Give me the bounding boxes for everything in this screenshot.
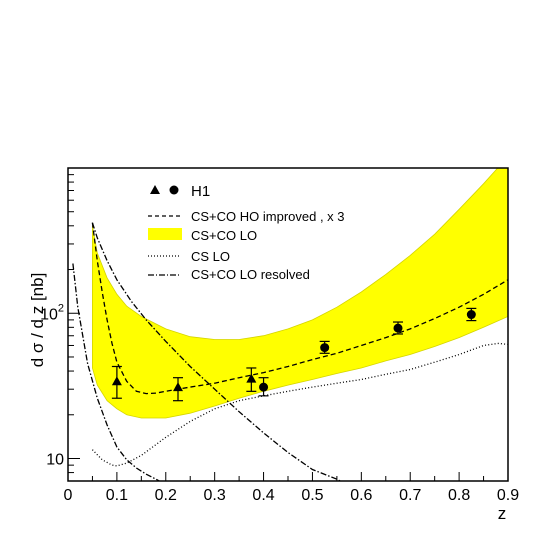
x-tick-label: 0.9 [497,487,519,504]
band-layer [92,168,508,419]
x-tick-label: 0.4 [252,487,274,504]
band-cs-co-lo [92,168,508,419]
legend-label-ho: CS+CO HO improved , x 3 [191,209,345,224]
h1-circle-point-4 [466,310,476,320]
x-tick-label: 0.3 [204,487,226,504]
series-line-cslo [91,342,508,467]
series-line-resolved_ext [91,222,342,481]
h1-triangle-point-1 [111,376,122,386]
y-tick-label-exponent: 2 [58,302,64,314]
y-tick-label-base: 10 [40,306,58,323]
x-tick-label: 0 [64,487,73,504]
y-tick-label-base: 10 [46,452,64,469]
h1-circle-point-2 [320,343,330,353]
legend: H1 CS+CO HO improved , x 3 CS+CO LO CS L… [148,183,345,282]
h1-triangle-point-3 [246,373,257,383]
y-axis-title: d σ / d z [nb] [28,273,47,368]
legend-marker-triangle [150,185,160,194]
series-line-ho [91,222,508,395]
series-line-resolved [72,263,161,481]
legend-label-cslo: CS LO [191,249,230,264]
x-tick-label: 0.5 [301,487,323,504]
legend-marker-circle [169,185,179,195]
legend-label-h1: H1 [191,183,210,200]
series-layer [72,222,508,481]
y-tick-label: 10 [46,452,64,469]
x-tick-label: 0.7 [399,487,421,504]
h1-circle-point-3 [393,323,403,333]
legend-label-band: CS+CO LO [191,228,257,243]
x-tick-label: 0.6 [350,487,372,504]
points-layer [111,307,477,402]
y-tick-label: 102 [40,302,64,323]
x-axis-title: z [498,504,507,523]
h1-triangle-point-2 [173,382,183,392]
x-tick-label: 0.8 [448,487,470,504]
x-tick-label: 0.2 [155,487,177,504]
x-tick-label: 0.1 [106,487,128,504]
legend-swatch-band [148,228,182,240]
h1-circle-point-1 [259,382,269,392]
legend-label-resolved: CS+CO LO resolved [191,267,310,282]
